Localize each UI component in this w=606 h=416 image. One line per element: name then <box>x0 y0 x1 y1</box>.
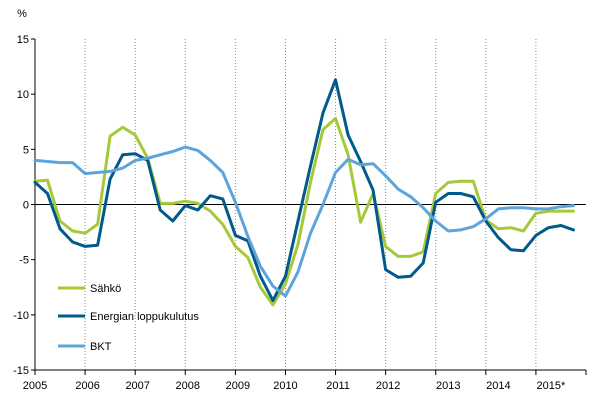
x-tick-label: 2007 <box>125 380 149 392</box>
y-tick-label: 10 <box>17 89 29 101</box>
axes: 15 10 5 0 -5 -10 -15% 2005 2006 2007 2008 2009 2010 2… <box>13 8 587 392</box>
x-tick-label: 2010 <box>273 380 297 392</box>
y-tick-label: 5 <box>23 144 29 156</box>
x-tick-label: 2008 <box>176 380 200 392</box>
x-tick-label: 2011 <box>326 380 350 392</box>
x-tick-label: 2006 <box>75 380 99 392</box>
y-tick-label: -10 <box>13 310 29 322</box>
y-tick-label: 0 <box>23 200 29 212</box>
x-tick-label: 2013 <box>436 380 460 392</box>
x-tick-label: 2009 <box>226 380 250 392</box>
legend-label-2: Energian loppukulutus <box>90 311 199 323</box>
y-tick-label: -5 <box>19 255 29 267</box>
y-tick-label: 15 <box>17 34 29 46</box>
series-line-3 <box>33 145 575 298</box>
x-tick-label: 2005 <box>23 380 47 392</box>
legend-label-3: BKT <box>90 341 112 353</box>
y-axis-label: % <box>17 8 27 20</box>
legend-label-1: Sähkö <box>90 283 121 295</box>
x-tick-label: 2015* <box>537 380 566 392</box>
series <box>33 78 575 307</box>
legend: Sähkö Energian loppukulutus BKT <box>58 283 199 353</box>
series-line-1 <box>33 116 575 307</box>
x-tick-label: 2014 <box>486 380 510 392</box>
x-tick-label: 2012 <box>376 380 400 392</box>
series-line-2 <box>33 78 575 302</box>
y-tick-label: -15 <box>13 365 29 377</box>
